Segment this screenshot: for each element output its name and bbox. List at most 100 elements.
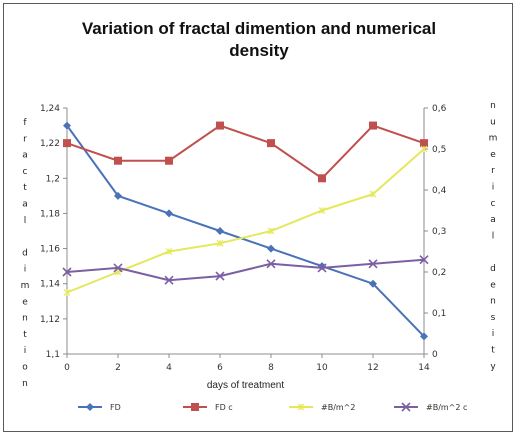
- left-y-axis-label-letter: t: [23, 330, 27, 340]
- series-2-point: [318, 174, 326, 183]
- legend-label: FD c: [215, 403, 233, 412]
- series-4-line: [66, 258, 425, 282]
- series-1-point: [114, 191, 122, 200]
- right-y-axis-label-letter: t: [491, 346, 495, 356]
- x-tick-label: 12: [367, 363, 378, 373]
- legend-item: #B/m^2 c: [394, 402, 467, 412]
- series-1-point: [165, 209, 173, 218]
- x-tick-label: 0: [64, 363, 70, 373]
- legend-swatch-marker: [191, 403, 199, 411]
- series-4-point: [266, 259, 276, 269]
- left-tick-label: 1,2: [46, 174, 60, 184]
- series-3-point: [63, 289, 71, 296]
- right-tick-label: 0,6: [432, 104, 447, 114]
- series-3-line: [66, 148, 425, 294]
- left-y-axis-label-letter: t: [23, 183, 27, 193]
- series-4-point: [215, 271, 225, 281]
- left-y-axis-label-letter: n: [22, 314, 28, 324]
- left-y-axis-label-letter: n: [22, 379, 28, 389]
- legend-swatch-marker: [297, 403, 305, 411]
- right-y-axis-label-letter: c: [491, 199, 496, 209]
- series-3-point: [165, 248, 173, 255]
- left-tick-label: 1,14: [40, 280, 60, 290]
- x-axis-label: days of treatment: [207, 380, 284, 391]
- left-tick-label: 1,16: [40, 245, 60, 255]
- legend-item: FD c: [183, 403, 233, 412]
- series-3-point: [420, 145, 428, 153]
- series-2-line: [66, 124, 425, 180]
- left-tick-label: 1,18: [40, 209, 60, 219]
- series-3-point: [318, 207, 326, 214]
- left-tick-label: 1,24: [40, 104, 60, 114]
- left-tick-label: 1,22: [40, 139, 60, 149]
- series-3-point: [216, 239, 224, 247]
- series-2-point: [267, 139, 275, 148]
- chart-title-line-1: Variation of fractal dimention and numer…: [81, 19, 437, 38]
- series-4-point: [317, 263, 327, 273]
- right-y-axis-label-letter: s: [491, 313, 496, 323]
- right-tick-label: 0,4: [432, 186, 447, 196]
- right-tick-label: 0,1: [432, 309, 446, 319]
- left-y-axis-label-letter: a: [22, 151, 28, 161]
- series-1-line: [66, 124, 425, 338]
- series-4-point: [419, 255, 429, 265]
- series-3-point: [267, 227, 275, 235]
- legend-swatch-marker: [86, 403, 94, 411]
- x-tick-label: 8: [268, 363, 274, 373]
- left-y-axis-label-letter: m: [21, 281, 30, 291]
- series-4-point: [113, 263, 123, 273]
- left-y-axis-label-letter: r: [23, 134, 27, 144]
- chart-title: Variation of fractal dimention and numer…: [0, 18, 518, 62]
- left-y-axis-label-letter: i: [24, 346, 27, 356]
- series-3-point: [369, 190, 377, 198]
- x-tick-label: 14: [418, 363, 430, 373]
- legend-label: #B/m^2 c: [426, 403, 467, 412]
- series-1-point: [63, 121, 71, 130]
- right-tick-label: 0: [432, 350, 438, 360]
- right-y-axis-label-letter: e: [490, 280, 496, 290]
- left-y-axis-label-letter: l: [24, 216, 27, 226]
- series-2-point: [216, 121, 224, 130]
- series-4-point: [368, 259, 378, 269]
- right-y-axis-label-letter: a: [490, 215, 496, 225]
- series-1-point: [216, 227, 224, 235]
- right-y-axis-label-letter: i: [492, 183, 495, 193]
- series-2-point: [63, 139, 71, 148]
- series-1-point: [369, 279, 377, 288]
- series-1-point: [420, 332, 428, 341]
- right-y-axis-label-letter: u: [490, 117, 496, 127]
- left-tick-label: 1,1: [46, 350, 60, 360]
- series-1-point: [267, 244, 275, 253]
- x-tick-label: 10: [316, 363, 328, 373]
- right-y-axis-label-letter: i: [492, 329, 495, 339]
- right-y-axis-label-letter: n: [490, 297, 496, 307]
- right-y-axis-label-letter: m: [489, 134, 498, 144]
- right-y-axis-label-letter: d: [490, 264, 496, 274]
- right-y-axis-label-letter: l: [492, 231, 495, 241]
- left-y-axis-label-letter: c: [23, 167, 28, 177]
- series-2-point: [420, 139, 428, 148]
- right-y-axis-label-letter: r: [491, 166, 495, 176]
- left-y-axis-label-letter: d: [22, 248, 28, 258]
- legend-label: FD: [110, 403, 121, 412]
- legend-item: FD: [78, 403, 121, 412]
- chart-frame: [3, 3, 513, 432]
- right-tick-label: 0,3: [432, 227, 446, 237]
- right-tick-label: 0,2: [432, 268, 446, 278]
- x-tick-label: 6: [217, 363, 223, 373]
- left-y-axis-label-letter: i: [24, 265, 27, 275]
- right-y-axis-label-letter: y: [490, 362, 496, 372]
- chart-title-line-2: density: [229, 41, 289, 60]
- right-y-axis-label-letter: n: [490, 101, 496, 111]
- legend-label: #B/m^2: [321, 403, 355, 412]
- series-2-point: [165, 156, 173, 165]
- legend-item: #B/m^2: [289, 403, 355, 412]
- x-tick-label: 2: [115, 363, 121, 373]
- x-tick-label: 4: [166, 363, 172, 373]
- left-y-axis-label-letter: a: [22, 200, 28, 210]
- right-y-axis-label-letter: e: [490, 150, 496, 160]
- series-4-point: [164, 275, 174, 285]
